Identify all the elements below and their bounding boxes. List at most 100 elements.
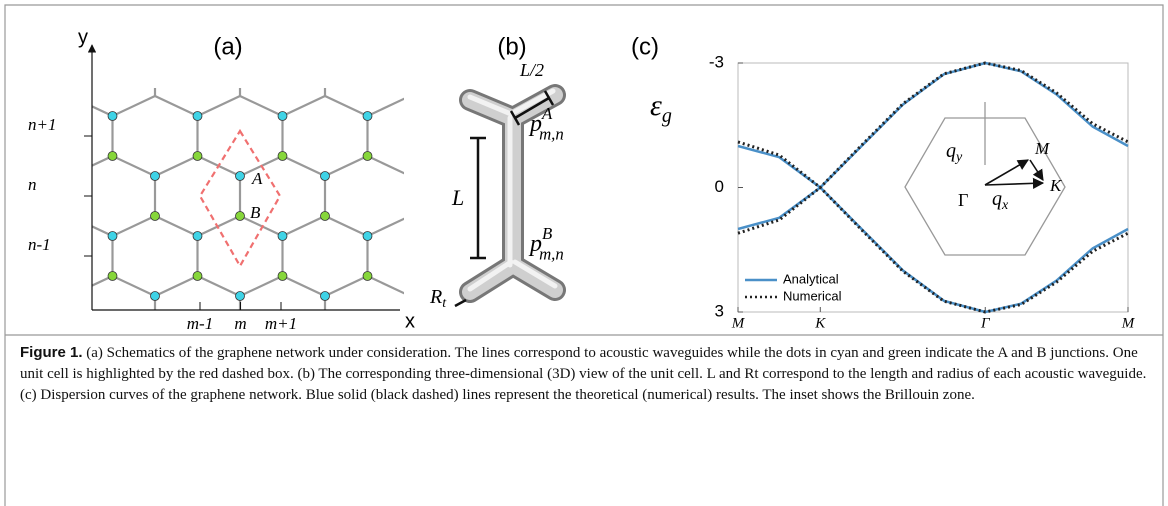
bond — [368, 36, 411, 56]
site-a — [236, 292, 245, 301]
bond — [155, 96, 198, 116]
site-b — [363, 272, 372, 281]
figure: (a) y x A B (b) L/2 L pAm,npBm,nRtqyqx (… — [0, 0, 1168, 506]
axis-label: x — [405, 310, 415, 332]
bond — [113, 276, 156, 296]
radius-symbol: Rt — [429, 286, 447, 312]
bond — [410, 216, 453, 236]
bond — [580, 216, 623, 236]
bond — [240, 96, 283, 116]
inset-axis-label: qx — [992, 188, 1009, 214]
bond — [70, 156, 113, 176]
y-tick-label: 0 — [715, 177, 724, 196]
site-b — [108, 152, 117, 161]
bond — [368, 156, 411, 176]
bond — [198, 96, 241, 116]
site-a — [193, 112, 202, 121]
bond — [113, 96, 156, 116]
bond — [325, 276, 368, 296]
column-label: m+1 — [265, 314, 297, 333]
bond — [538, 36, 581, 56]
inset-arrows — [985, 160, 1043, 185]
bond — [368, 96, 411, 116]
subscript: x — [1001, 198, 1009, 213]
row-label: n+1 — [28, 115, 56, 134]
bond — [155, 276, 198, 296]
site-label: A — [251, 169, 263, 188]
column-label: m — [234, 314, 246, 333]
site-a — [236, 172, 245, 181]
bond — [70, 216, 113, 236]
site-b — [151, 212, 160, 221]
bond — [410, 96, 453, 116]
bond — [0, 96, 28, 116]
subscript: y — [954, 150, 963, 165]
symbol: q — [946, 140, 956, 162]
bond — [368, 276, 411, 296]
bond — [155, 216, 198, 236]
site-a — [363, 232, 372, 241]
bond — [368, 216, 411, 236]
bond — [325, 96, 368, 116]
bond — [410, 36, 453, 56]
symbol: q — [992, 188, 1002, 210]
curve — [738, 63, 1128, 188]
bond — [28, 276, 71, 296]
site-label: B — [250, 203, 261, 222]
point-label: K — [1049, 176, 1063, 195]
bond — [198, 276, 241, 296]
site-a — [151, 292, 160, 301]
subscript: g — [662, 105, 672, 127]
site-a — [321, 292, 330, 301]
bond — [113, 216, 156, 236]
site-b — [321, 212, 330, 221]
bond — [70, 36, 113, 56]
site-b — [236, 212, 245, 221]
symbol: ε — [650, 89, 662, 122]
inset-axis-label: qy — [946, 140, 963, 166]
subscript: m,n — [539, 244, 564, 263]
y-tick-label: -3 — [709, 52, 724, 71]
bond — [453, 36, 496, 56]
brillouin-zone — [905, 102, 1065, 255]
bond — [240, 36, 283, 56]
bond — [283, 216, 326, 236]
bond — [70, 276, 113, 296]
bond — [28, 216, 71, 236]
bond — [240, 216, 283, 236]
row-label: n-1 — [28, 235, 51, 254]
site-b — [278, 272, 287, 281]
dimension-label: L — [451, 185, 464, 210]
x-tick-label: M — [1121, 315, 1136, 331]
bond — [28, 36, 71, 56]
panel-label: (c) — [631, 33, 659, 60]
y-tick-label: 3 — [715, 301, 724, 320]
bond — [113, 156, 156, 176]
bond — [155, 156, 198, 176]
panel-label: (b) — [497, 33, 526, 60]
bond — [283, 156, 326, 176]
bond — [410, 156, 453, 176]
bond — [198, 216, 241, 236]
caption: Figure 1. (a) Schematics of the graphene… — [20, 342, 1150, 406]
site-a — [151, 172, 160, 181]
x-tick-label: M — [731, 315, 746, 331]
bond — [240, 276, 283, 296]
bond — [538, 156, 581, 176]
x-tick-label: Γ — [980, 315, 991, 331]
legend-label: Analytical — [783, 271, 839, 286]
y-axis-label: εg — [650, 89, 672, 127]
symbol: R — [429, 286, 442, 308]
site-symbol: pBm,n — [528, 224, 564, 263]
superscript: B — [542, 224, 552, 243]
bond — [325, 36, 368, 56]
legend-label: Numerical — [783, 288, 842, 303]
bond — [325, 216, 368, 236]
site-a — [363, 112, 372, 121]
point-label: Γ — [958, 190, 968, 210]
site-a — [193, 232, 202, 241]
bond — [0, 216, 28, 236]
bond — [70, 96, 113, 116]
